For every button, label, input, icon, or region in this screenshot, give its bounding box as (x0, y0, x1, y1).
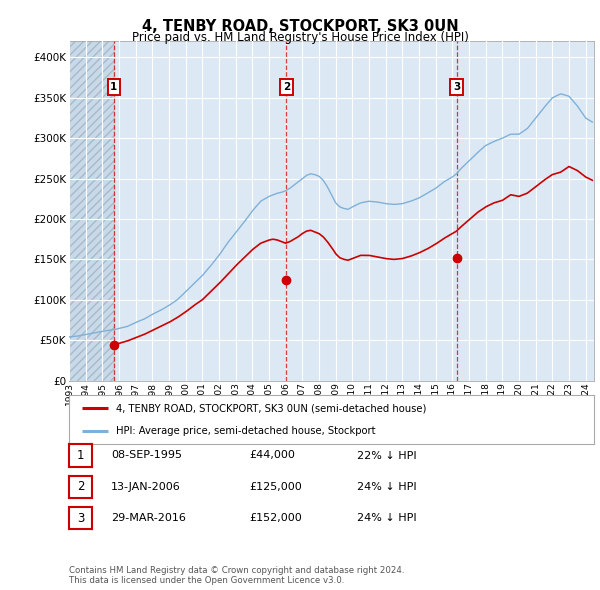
Bar (69, 41, 115, 381)
Text: 24% ↓ HPI: 24% ↓ HPI (357, 513, 416, 523)
Text: £44,000: £44,000 (249, 451, 295, 460)
Text: 3: 3 (77, 512, 84, 525)
Text: 3: 3 (453, 82, 460, 92)
Text: HPI: Average price, semi-detached house, Stockport: HPI: Average price, semi-detached house,… (116, 425, 376, 435)
Text: 4, TENBY ROAD, STOCKPORT, SK3 0UN (semi-detached house): 4, TENBY ROAD, STOCKPORT, SK3 0UN (semi-… (116, 404, 427, 414)
Text: £125,000: £125,000 (249, 482, 302, 491)
Bar (69, 41, 115, 381)
Text: 29-MAR-2016: 29-MAR-2016 (111, 513, 186, 523)
Text: 1: 1 (77, 449, 84, 462)
Text: Contains HM Land Registry data © Crown copyright and database right 2024.
This d: Contains HM Land Registry data © Crown c… (69, 566, 404, 585)
Text: 4, TENBY ROAD, STOCKPORT, SK3 0UN: 4, TENBY ROAD, STOCKPORT, SK3 0UN (142, 19, 458, 34)
Text: 22% ↓ HPI: 22% ↓ HPI (357, 451, 416, 460)
Text: 13-JAN-2006: 13-JAN-2006 (111, 482, 181, 491)
Text: 2: 2 (77, 480, 84, 493)
Text: 1: 1 (110, 82, 118, 92)
Text: 2: 2 (283, 82, 290, 92)
Text: 08-SEP-1995: 08-SEP-1995 (111, 451, 182, 460)
Text: Price paid vs. HM Land Registry's House Price Index (HPI): Price paid vs. HM Land Registry's House … (131, 31, 469, 44)
Text: 24% ↓ HPI: 24% ↓ HPI (357, 482, 416, 491)
Text: £152,000: £152,000 (249, 513, 302, 523)
